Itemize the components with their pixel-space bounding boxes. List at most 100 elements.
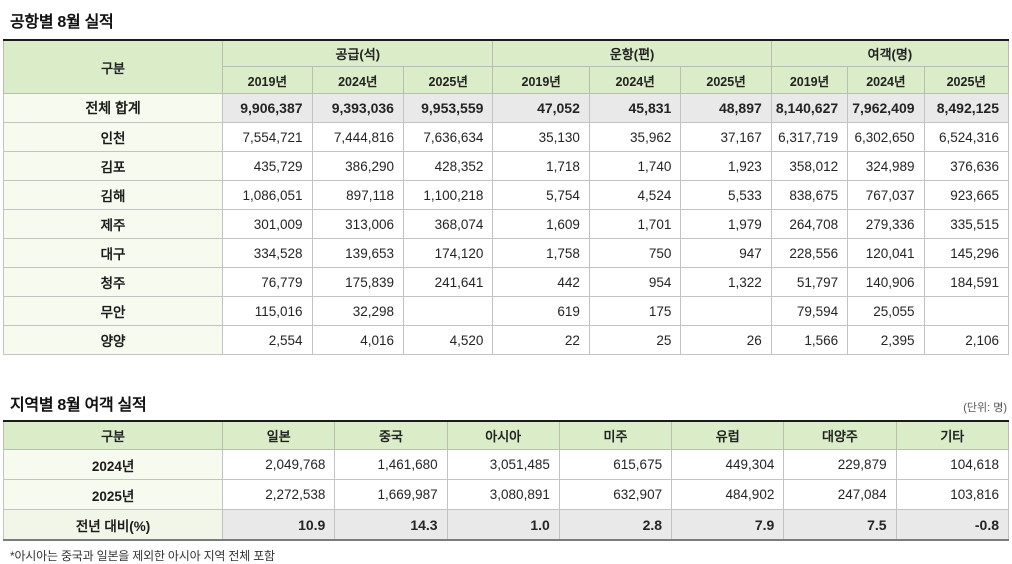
cell: 6,524,316 [923, 122, 1010, 152]
cell: 25 [588, 325, 682, 355]
year-header: 2019년 [222, 66, 313, 94]
cell: 947 [680, 238, 772, 268]
cell: 228,556 [770, 238, 849, 268]
cell: 8,140,627 [770, 93, 849, 123]
cell: 79,594 [770, 296, 849, 326]
cell: 104,618 [895, 449, 1010, 480]
cell: 120,041 [847, 238, 925, 268]
cell: 7,962,409 [847, 93, 925, 123]
cell: 3,051,485 [446, 449, 560, 480]
cell: 2,395 [847, 325, 925, 355]
cell: 334,528 [222, 238, 313, 268]
row-label: 청주 [2, 267, 224, 297]
cell: 4,524 [588, 180, 682, 210]
cell: 838,675 [770, 180, 849, 210]
cell: 2,554 [222, 325, 313, 355]
cell: 1,086,051 [222, 180, 313, 210]
table-row-total: 전체 합계 9,906,387 9,393,036 9,953,559 47,0… [2, 93, 1010, 123]
year-header: 2019년 [492, 66, 590, 94]
cell: 48,897 [680, 93, 772, 123]
row-label: 김포 [2, 151, 224, 181]
cell: 7.5 [783, 509, 897, 541]
cell: 175 [588, 296, 682, 326]
cell: 7.9 [671, 509, 785, 541]
cell: 897,118 [311, 180, 404, 210]
cell: 2,049,768 [222, 449, 336, 480]
table-row: 무안 115,016 32,298 619 175 79,594 25,055 [2, 296, 1010, 326]
cell: 247,084 [783, 479, 897, 510]
cell: 386,290 [311, 151, 404, 181]
cell: 7,554,721 [222, 122, 313, 152]
table-row: 양양 2,554 4,016 4,520 22 25 26 1,566 2,39… [2, 325, 1010, 355]
row-label: 대구 [2, 238, 224, 268]
table-row: 대구 334,528 139,653 174,120 1,758 750 947… [2, 238, 1010, 268]
cell: 428,352 [402, 151, 494, 181]
cell: 175,839 [311, 267, 404, 297]
cell: 140,906 [847, 267, 925, 297]
group-header-passengers: 여객(명) [770, 39, 1010, 67]
cell: 47,052 [492, 93, 590, 123]
table-row: 청주 76,779 175,839 241,641 442 954 1,322 … [2, 267, 1010, 297]
unit-label: (단위: 명) [963, 402, 1007, 414]
column-header-europe: 유럽 [671, 420, 785, 450]
cell: 1,100,218 [402, 180, 494, 210]
cell: 22 [492, 325, 590, 355]
cell: 954 [588, 267, 682, 297]
cell: 4,016 [311, 325, 404, 355]
cell: 619 [492, 296, 590, 326]
cell: 1,701 [588, 209, 682, 239]
row-label: 2025년 [2, 479, 224, 510]
cell: 435,729 [222, 151, 313, 181]
row-label: 전체 합계 [2, 93, 224, 123]
cell [923, 296, 1010, 326]
cell: 767,037 [847, 180, 925, 210]
row-label: 무안 [2, 296, 224, 326]
cell: 6,317,719 [770, 122, 849, 152]
cell: 103,816 [895, 479, 1010, 510]
cell: 368,074 [402, 209, 494, 239]
table-row: 김해 1,086,051 897,118 1,100,218 5,754 4,5… [2, 180, 1010, 210]
cell: 376,636 [923, 151, 1010, 181]
region-table: 구분 일본 중국 아시아 미주 유럽 대양주 기타 2024년 2,049,76… [2, 420, 1010, 541]
region-table-header-line: 지역별 8월 여객 실적 (단위: 명) [3, 391, 1009, 415]
cell: 3,080,891 [446, 479, 560, 510]
footnote: *아시아는 중국과 일본을 제외한 아시아 지역 전체 포함 [10, 549, 275, 563]
cell: 1,609 [492, 209, 590, 239]
cell: 1,718 [492, 151, 590, 181]
table-row: 제주 301,009 313,006 368,074 1,609 1,701 1… [2, 209, 1010, 239]
cell: 76,779 [222, 267, 313, 297]
column-header-other: 기타 [895, 420, 1010, 450]
cell: 9,393,036 [311, 93, 404, 123]
cell: 2,272,538 [222, 479, 336, 510]
cell: 241,641 [402, 267, 494, 297]
cell: 750 [588, 238, 682, 268]
cell [680, 296, 772, 326]
cell: 115,016 [222, 296, 313, 326]
cell: 264,708 [770, 209, 849, 239]
cell: 4,520 [402, 325, 494, 355]
cell: 6,302,650 [847, 122, 925, 152]
cell: 923,665 [923, 180, 1010, 210]
row-label: 2024년 [2, 449, 224, 480]
cell: 1.0 [446, 509, 560, 541]
region-table-title: 지역별 8월 여객 실적 [10, 397, 147, 414]
cell: 8,492,125 [923, 93, 1010, 123]
cell: -0.8 [895, 509, 1010, 541]
cell: 7,444,816 [311, 122, 404, 152]
year-header: 2019년 [770, 66, 849, 94]
cell: 5,533 [680, 180, 772, 210]
table-row: 김포 435,729 386,290 428,352 1,718 1,740 1… [2, 151, 1010, 181]
corner-header: 구분 [2, 420, 224, 450]
cell: 25,055 [847, 296, 925, 326]
year-header: 2025년 [402, 66, 494, 94]
cell: 324,989 [847, 151, 925, 181]
cell: 335,515 [923, 209, 1010, 239]
cell: 449,304 [671, 449, 785, 480]
cell: 26 [680, 325, 772, 355]
row-label: 양양 [2, 325, 224, 355]
cell: 9,953,559 [402, 93, 494, 123]
cell: 35,130 [492, 122, 590, 152]
cell: 174,120 [402, 238, 494, 268]
cell: 145,296 [923, 238, 1010, 268]
row-label: 전년 대비(%) [2, 509, 224, 541]
